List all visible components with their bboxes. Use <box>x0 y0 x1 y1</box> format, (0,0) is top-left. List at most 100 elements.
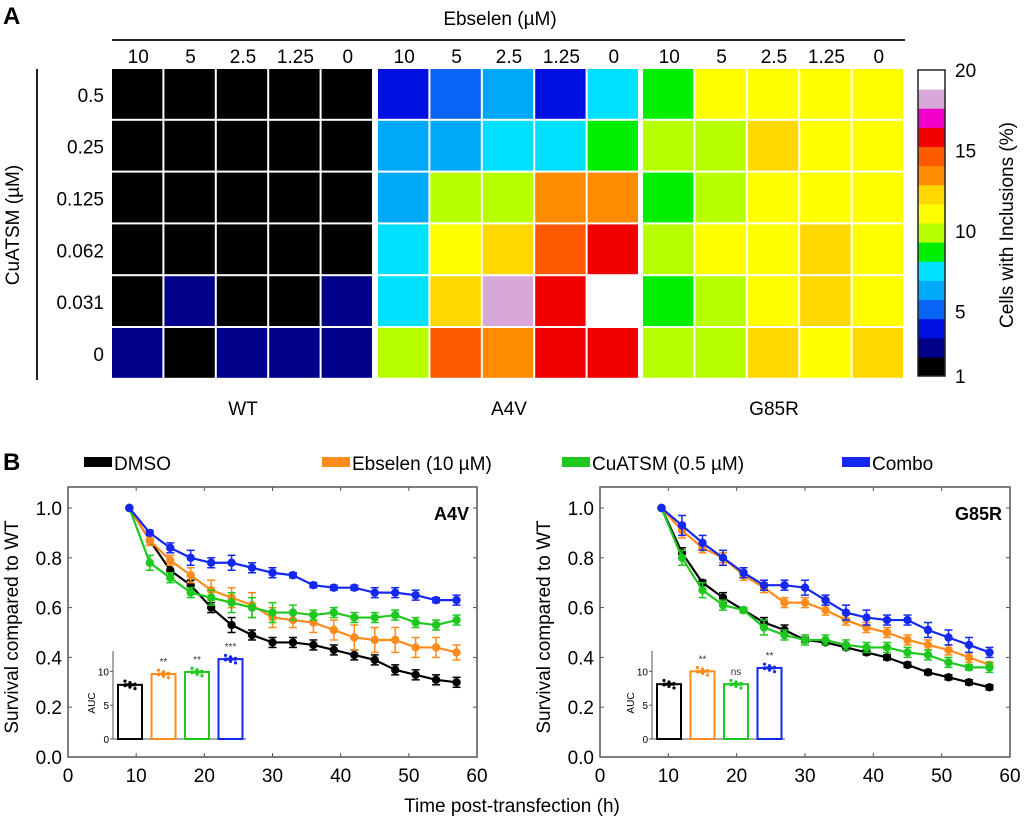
data-point <box>166 543 175 553</box>
heatmap-cell <box>535 276 586 326</box>
heatmap-cell <box>800 120 851 171</box>
x-axis-label: Time post-transfection (h) <box>404 796 620 817</box>
data-point <box>677 521 687 530</box>
data-point <box>452 595 461 605</box>
heatmap-cell <box>378 172 429 223</box>
colorbar-label: Cells with Inclusions (%) <box>997 122 1018 328</box>
colorbar-band <box>918 242 945 262</box>
heatmap-cell <box>269 172 320 223</box>
inset-dot <box>767 664 772 668</box>
heatmap-col-label: 2.5 <box>761 47 787 68</box>
data-point <box>698 538 707 548</box>
x-tick-label: 40 <box>330 766 351 787</box>
heatmap-cell <box>430 69 481 119</box>
inset-bar <box>217 658 244 740</box>
heatmap-cell <box>269 69 320 119</box>
data-point <box>268 568 277 577</box>
legend-swatch <box>562 457 590 467</box>
heatmap-col-label: 1.25 <box>543 47 580 68</box>
data-point <box>411 618 420 627</box>
x-tick-label: 30 <box>794 766 815 787</box>
heatmap-cell <box>269 276 320 326</box>
data-point <box>329 625 339 635</box>
data-point <box>759 623 769 632</box>
data-point <box>903 635 912 645</box>
data-point <box>964 653 974 662</box>
colorbar-band <box>918 356 945 377</box>
heatmap-cell <box>482 69 534 119</box>
inset-y-tick-label: 10 <box>98 667 110 678</box>
data-point <box>227 558 236 567</box>
inset-bar <box>117 683 143 740</box>
data-point <box>411 643 420 652</box>
heatmap-cell <box>852 224 903 275</box>
inset-bar <box>656 683 682 741</box>
heatmap-cell <box>535 328 586 378</box>
heatmap-col-label: 5 <box>185 47 196 68</box>
colorbar-band <box>918 299 945 320</box>
heatmap-cell <box>852 120 903 171</box>
inset-dot <box>767 668 772 672</box>
data-point <box>739 568 748 577</box>
heatmap-col-label: 2.5 <box>496 47 522 68</box>
colorbar-band <box>918 318 945 339</box>
heatmap-cell <box>430 172 481 223</box>
heatmap-cell <box>378 69 429 119</box>
heatmap-cell <box>378 120 429 171</box>
data-point <box>288 608 298 617</box>
panel-label-b: B <box>3 449 20 476</box>
data-point <box>227 598 236 607</box>
inset-dot <box>695 670 700 674</box>
data-point <box>923 640 933 650</box>
data-point <box>247 630 257 640</box>
heatmap-cell <box>430 276 481 326</box>
data-point <box>431 675 441 685</box>
data-point <box>759 580 769 590</box>
data-point <box>944 645 953 655</box>
data-point <box>452 648 461 657</box>
y-tick-label: 0.0 <box>568 748 594 769</box>
heatmap-cell <box>430 120 481 171</box>
heatmap-col-label: 0 <box>609 47 620 68</box>
colorbar-tick-label: 10 <box>955 222 976 243</box>
data-point <box>677 553 687 562</box>
heatmap-row-label: 0.031 <box>56 293 104 314</box>
inset-y-label: AUC <box>87 692 98 713</box>
heatmap-cell <box>164 172 215 223</box>
data-point <box>391 610 400 620</box>
x-tick-label: 20 <box>194 766 215 787</box>
data-point <box>923 650 933 660</box>
heatmap-cell <box>643 224 694 275</box>
heatmap-cell <box>378 224 429 275</box>
colorbar-band <box>918 108 945 128</box>
inset-dot <box>161 674 166 678</box>
heatmap-cell <box>269 224 320 275</box>
data-point <box>431 595 441 605</box>
heatmap-cell <box>112 120 163 171</box>
data-point <box>985 663 994 672</box>
inset-dot <box>195 672 199 676</box>
data-point <box>964 640 974 650</box>
significance-label: ** <box>160 657 168 668</box>
heatmap-cell <box>587 69 638 119</box>
inset-dot <box>667 684 671 689</box>
inset-dot <box>166 671 171 675</box>
data-point <box>821 595 830 605</box>
heatmap-cell <box>482 120 534 171</box>
heatmap-cell <box>216 224 268 275</box>
x-tick-label: 0 <box>63 766 74 787</box>
heatmap-cell <box>852 69 903 119</box>
inset-dot <box>734 684 738 689</box>
inset-dot <box>729 678 733 683</box>
heatmap-cell <box>535 172 586 223</box>
heatmap-cell <box>164 224 215 275</box>
heatmap-cell <box>747 328 799 378</box>
significance-label: ** <box>766 651 774 662</box>
inset-dot <box>228 659 233 663</box>
heatmap-cell <box>800 224 851 275</box>
inset-dot <box>762 662 767 666</box>
cuatsm-header: CuATSM (µM) <box>3 165 24 285</box>
heatmap-cell <box>112 328 163 378</box>
inset-dot <box>190 671 194 675</box>
colorbar-band <box>918 70 945 90</box>
